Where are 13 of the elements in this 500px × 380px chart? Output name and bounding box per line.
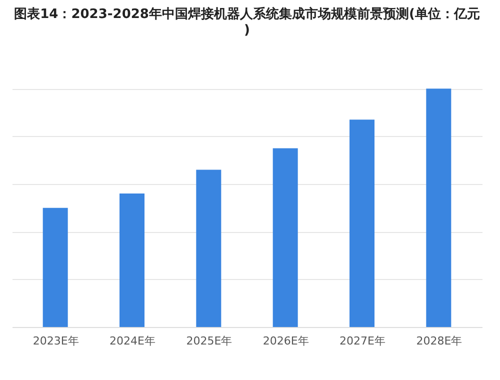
x-tick-label: 2025E年 bbox=[186, 334, 232, 348]
x-tick-label: 2024E年 bbox=[110, 334, 156, 348]
x-tick-label: 2023E年 bbox=[32, 334, 79, 348]
bar bbox=[272, 148, 298, 327]
bar bbox=[426, 88, 452, 327]
x-tick-label: 2026E年 bbox=[262, 334, 309, 348]
bar bbox=[120, 194, 144, 327]
bar bbox=[350, 120, 374, 327]
x-tick-label: 2028E年 bbox=[416, 334, 462, 348]
bar bbox=[42, 208, 68, 327]
bar bbox=[196, 170, 222, 327]
chart-title: 图表14：2023-2028年中国焊接机器人系统集成市场规模前景预测(单位：亿元) bbox=[14, 6, 480, 38]
x-tick-label: 2027E年 bbox=[340, 334, 386, 348]
